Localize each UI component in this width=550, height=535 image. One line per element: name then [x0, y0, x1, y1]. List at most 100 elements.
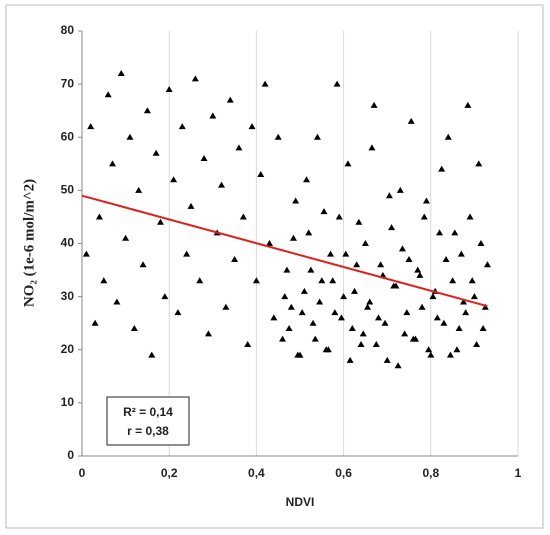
point	[372, 340, 380, 347]
point	[433, 314, 441, 321]
point	[464, 101, 472, 108]
point	[257, 170, 265, 177]
x-tick-label: 0,6	[335, 466, 352, 480]
point	[344, 160, 352, 167]
point	[383, 356, 391, 363]
point	[148, 351, 156, 358]
point	[231, 255, 239, 262]
point	[405, 255, 413, 262]
point	[355, 218, 363, 225]
point	[200, 155, 208, 161]
point	[381, 319, 389, 326]
point	[335, 213, 343, 220]
point	[307, 266, 315, 273]
point	[466, 213, 474, 220]
point	[455, 325, 463, 331]
point	[320, 208, 328, 215]
point	[473, 340, 481, 347]
point	[403, 309, 411, 316]
point	[348, 325, 356, 331]
point	[91, 319, 99, 326]
r2-annotation: R² = 0,14	[123, 405, 173, 419]
point	[318, 277, 326, 284]
point	[152, 149, 160, 156]
y-tick-label: 40	[61, 236, 75, 250]
point	[281, 293, 289, 300]
point	[174, 309, 182, 316]
point	[460, 298, 467, 305]
point	[316, 298, 324, 305]
point	[453, 346, 461, 353]
point	[294, 351, 302, 358]
point	[346, 356, 354, 363]
y-axis-label: NO₂ (1e-6 mol/m^2)	[21, 179, 37, 307]
point	[104, 91, 112, 98]
y-tick-label: 30	[61, 289, 75, 303]
point	[135, 186, 143, 193]
point	[438, 165, 446, 172]
point	[449, 277, 457, 284]
point	[209, 112, 217, 119]
point	[300, 287, 308, 294]
point	[87, 123, 95, 130]
point	[235, 144, 243, 151]
point	[309, 319, 317, 326]
r-annotation: r = 0,38	[127, 424, 169, 438]
y-tick-label: 60	[61, 129, 75, 143]
point	[165, 85, 173, 92]
point	[429, 293, 437, 300]
point	[390, 282, 398, 289]
point	[279, 335, 287, 342]
point	[244, 340, 252, 347]
point	[139, 261, 147, 268]
point	[191, 75, 199, 82]
point	[109, 160, 117, 167]
chart-frame	[5, 4, 544, 529]
stats-box	[106, 396, 190, 446]
y-tick-label: 70	[61, 76, 75, 90]
point	[204, 330, 212, 337]
point	[364, 303, 372, 310]
point	[414, 266, 422, 273]
point	[122, 234, 130, 241]
y-tick-label: 20	[61, 342, 75, 356]
point	[479, 325, 487, 331]
point	[442, 255, 450, 262]
point	[353, 261, 361, 268]
point	[398, 245, 406, 252]
point	[226, 96, 234, 103]
point	[156, 218, 164, 225]
point	[305, 229, 313, 236]
point	[427, 351, 435, 358]
point	[289, 234, 297, 241]
point	[351, 287, 358, 294]
point	[361, 240, 369, 246]
point	[416, 271, 424, 278]
point	[239, 213, 247, 220]
point	[298, 309, 306, 316]
point	[483, 261, 491, 268]
y-tick-label: 80	[61, 23, 75, 37]
point	[368, 144, 376, 151]
point	[196, 277, 204, 284]
point	[444, 133, 452, 140]
point	[130, 325, 138, 331]
point	[187, 202, 195, 209]
point	[440, 319, 448, 326]
point	[388, 224, 396, 231]
trend-line	[81, 194, 488, 308]
x-tick-label: 0	[79, 466, 86, 480]
point	[451, 229, 459, 236]
point	[412, 335, 420, 342]
point	[82, 250, 90, 257]
point	[401, 330, 409, 337]
point	[396, 186, 404, 193]
point	[261, 80, 269, 87]
point	[324, 346, 332, 353]
point	[303, 176, 311, 183]
point	[285, 325, 293, 331]
point	[222, 303, 230, 310]
point	[357, 340, 365, 347]
point	[475, 160, 483, 167]
point	[359, 330, 367, 337]
